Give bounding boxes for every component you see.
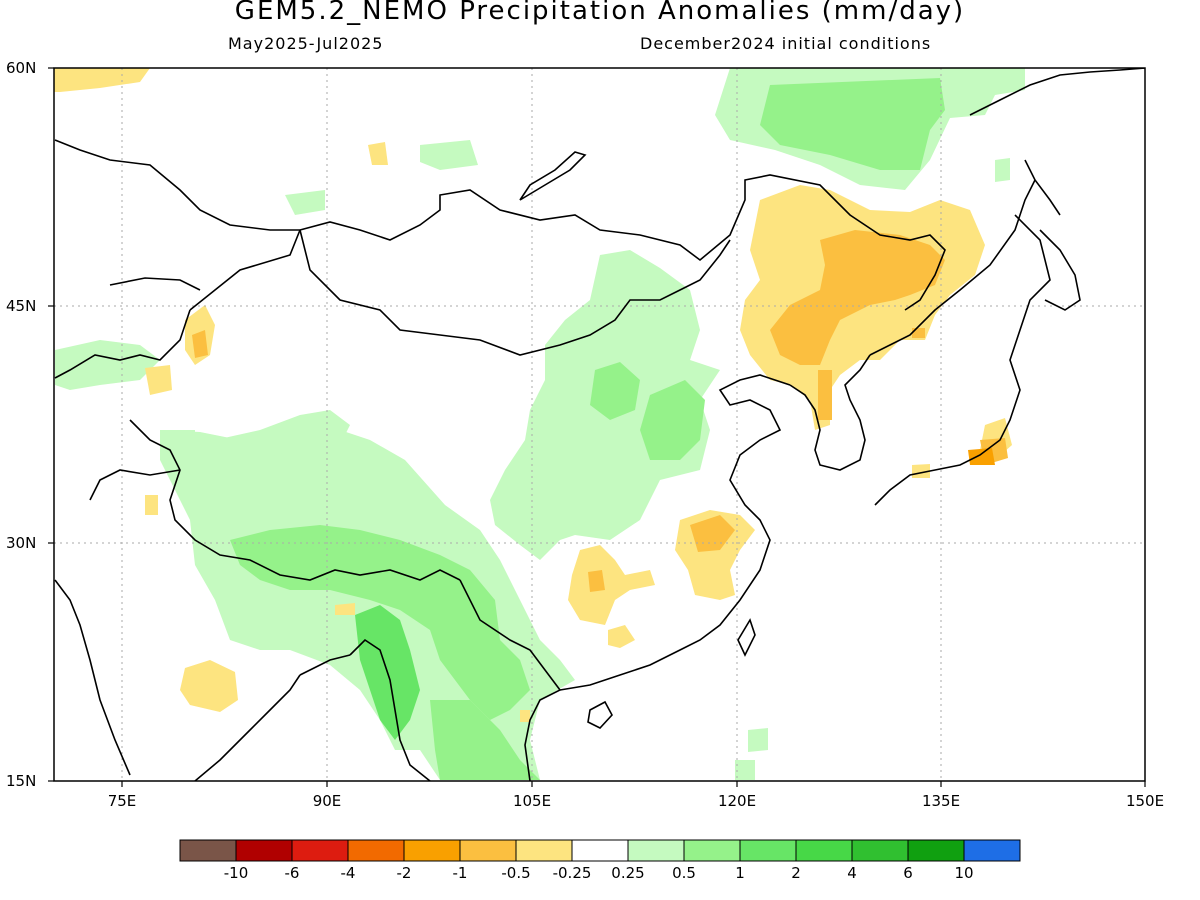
lon-label-135e: 135E	[921, 792, 961, 810]
dry-anomaly-india-west	[145, 495, 158, 515]
lat-label-60n: 60N	[6, 59, 37, 77]
colorbar-tick-label: -10	[223, 864, 249, 882]
dry-anomaly-hokkaido-south	[912, 328, 925, 338]
anomaly-fields	[54, 68, 1025, 780]
colorbar-tick-label: 4	[847, 864, 857, 882]
green-anomaly-siberia-west	[285, 190, 325, 215]
green-anomaly-himalaya-core	[230, 525, 530, 720]
colorbar-tick-label: 6	[903, 864, 913, 882]
green-anomaly-tibet-north	[160, 430, 195, 445]
colorbar-swatch	[571, 839, 629, 862]
green-anomaly-sakhalin	[995, 158, 1010, 182]
lon-label-105e: 105E	[512, 792, 552, 810]
lon-label-75e: 75E	[107, 792, 137, 810]
colorbar-swatch	[963, 839, 1021, 862]
dry-anomaly-northwest-corner	[54, 68, 150, 92]
green-anomaly-indochina	[430, 700, 540, 780]
green-anomaly-siberia-mid	[420, 140, 478, 170]
colorbar-tick-label: -6	[284, 864, 300, 882]
colorbar-tick-label: -1	[452, 864, 468, 882]
lon-label-150e: 150E	[1125, 792, 1165, 810]
dry-anomaly-siberia-small	[368, 142, 388, 165]
colorbar-tick-label: 10	[954, 864, 974, 882]
colorbar-swatch	[459, 839, 517, 862]
green-anomaly-north-china-core1	[590, 362, 640, 420]
coastlines	[54, 68, 1145, 781]
colorbar-swatch	[291, 839, 349, 862]
colorbar-swatch	[739, 839, 797, 862]
colorbar	[179, 839, 1021, 862]
dry-anomaly-kazakh-core	[192, 330, 208, 358]
map-frame	[53, 67, 1146, 782]
colorbar-swatch	[795, 839, 853, 862]
green-anomaly-philippines-north	[748, 728, 768, 752]
colorbar-swatch	[403, 839, 461, 862]
dry-anomaly-yangtze-core	[690, 515, 735, 552]
green-anomaly-northeast-core	[760, 78, 945, 170]
dry-anomaly-south-china-core	[588, 570, 605, 592]
lat-label-45n: 45N	[6, 297, 37, 315]
colorbar-swatch	[235, 839, 293, 862]
forecast-period: May2025-Jul2025	[228, 34, 384, 53]
dry-anomaly-japan-orange	[968, 448, 995, 465]
dry-anomaly-south-china	[568, 545, 655, 625]
initial-conditions: December2024 initial conditions	[640, 34, 932, 53]
green-anomaly-north-china-core2	[640, 380, 705, 460]
colorbar-swatch	[683, 839, 741, 862]
lat-label-30n: 30N	[6, 534, 37, 552]
lon-label-120e: 120E	[717, 792, 757, 810]
dry-anomaly-india-central	[180, 660, 238, 712]
colorbar-tick-label: 1	[735, 864, 745, 882]
green-anomaly-hainan-south	[735, 760, 755, 780]
green-anomaly-central-asia	[55, 340, 160, 390]
dry-anomaly-guangdong	[608, 625, 635, 648]
dry-anomaly-korea-strip	[818, 370, 832, 420]
colorbar-tick-label: 0.5	[672, 864, 696, 882]
colorbar-tick-label: 0.25	[611, 864, 645, 882]
colorbar-swatch	[179, 839, 237, 862]
colorbar-tick-label: -0.25	[552, 864, 592, 882]
dry-anomaly-bangladesh	[335, 603, 355, 615]
colorbar-tick-label: -0.5	[501, 864, 531, 882]
lat-label-15n: 15N	[6, 772, 37, 790]
colorbar-tick-label: -2	[396, 864, 412, 882]
dry-anomaly-manchuria-core	[770, 230, 945, 365]
colorbar-tick-label: 2	[791, 864, 801, 882]
dry-anomaly-thailand	[520, 710, 530, 722]
axis-ticks	[48, 67, 1146, 787]
colorbar-swatch	[515, 839, 573, 862]
colorbar-swatch	[851, 839, 909, 862]
colorbar-swatch	[627, 839, 685, 862]
colorbar-swatch	[907, 839, 965, 862]
green-anomaly-tibet-mid	[215, 410, 350, 460]
colorbar-swatch	[347, 839, 405, 862]
dry-anomaly-aral	[145, 365, 172, 395]
lon-label-90e: 90E	[312, 792, 342, 810]
colorbar-tick-label: -4	[340, 864, 356, 882]
map-title: GEM5.2_NEMO Precipitation Anomalies (mm/…	[234, 0, 966, 26]
